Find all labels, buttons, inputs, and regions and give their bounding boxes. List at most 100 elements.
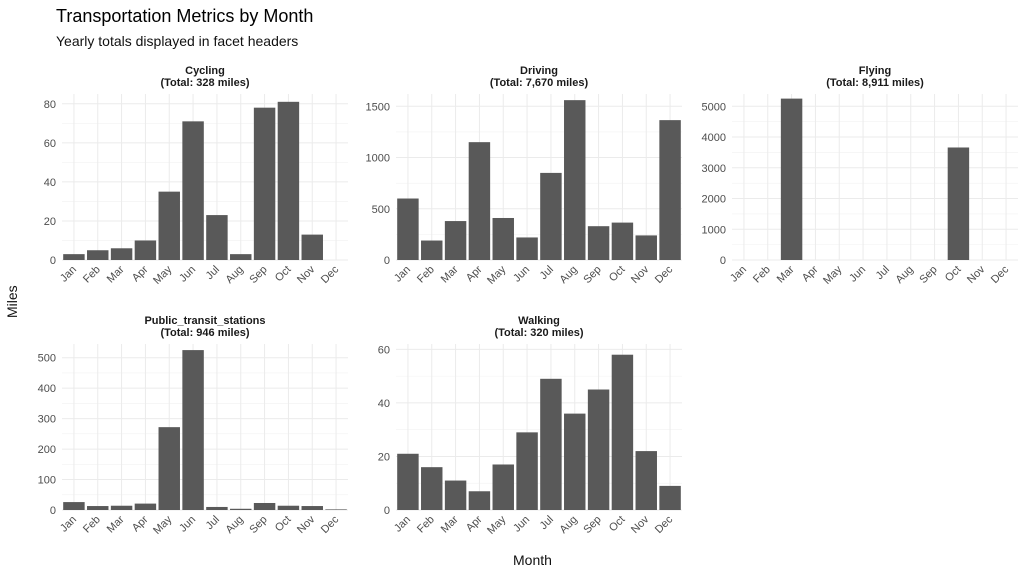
x-tick-label: Apr bbox=[130, 513, 151, 534]
x-tick-label: Mar bbox=[439, 513, 461, 535]
bar-walking-apr bbox=[468, 491, 491, 510]
x-tick-label: Aug bbox=[224, 514, 246, 536]
x-tick-label: Jun bbox=[177, 514, 198, 535]
bar-driving-mar bbox=[444, 221, 467, 260]
y-tick-label: 4000 bbox=[702, 132, 726, 144]
x-tick-label: Nov bbox=[629, 263, 652, 286]
bar-driving-sep bbox=[587, 226, 610, 260]
y-tick-label: 1000 bbox=[366, 153, 390, 165]
bar-cycling-mar bbox=[110, 248, 133, 260]
bar-walking-may bbox=[492, 464, 514, 510]
x-tick-label: Jan bbox=[728, 264, 749, 285]
y-tick-label: 1500 bbox=[366, 101, 390, 113]
bar-cycling-jul bbox=[206, 215, 228, 260]
facet-total-driving: (Total: 7,670 miles) bbox=[490, 77, 589, 89]
bar-public-transit-stations-nov bbox=[301, 506, 323, 510]
x-tick-label: May bbox=[485, 513, 509, 537]
bar-walking-feb bbox=[421, 467, 443, 510]
x-tick-label: Feb bbox=[81, 264, 103, 286]
y-tick-label: 500 bbox=[372, 204, 390, 216]
bar-cycling-nov bbox=[301, 234, 323, 260]
bar-flying-mar bbox=[780, 98, 803, 260]
bar-driving-may bbox=[492, 217, 514, 260]
y-tick-label: 5000 bbox=[702, 101, 726, 113]
chart-title: Transportation Metrics by Month bbox=[56, 6, 314, 26]
x-tick-label: Jan bbox=[58, 514, 79, 535]
x-tick-label: Aug bbox=[894, 264, 916, 286]
x-tick-label: Nov bbox=[295, 263, 318, 286]
bar-public-transit-stations-feb bbox=[87, 506, 109, 510]
bar-walking-jan bbox=[397, 453, 419, 510]
bar-driving-jul bbox=[540, 172, 562, 260]
panel-walking bbox=[396, 344, 682, 510]
chart-subtitle: Yearly totals displayed in facet headers bbox=[56, 33, 299, 49]
x-tick-label: Jun bbox=[847, 264, 868, 285]
x-tick-label: Feb bbox=[415, 264, 437, 286]
bar-driving-aug bbox=[564, 100, 586, 260]
x-tick-label: Jun bbox=[177, 264, 198, 285]
bar-cycling-oct bbox=[277, 101, 300, 260]
y-tick-label: 60 bbox=[378, 344, 390, 356]
panel-public-transit-stations bbox=[62, 344, 348, 510]
y-tick-label: 400 bbox=[38, 383, 56, 395]
y-tick-label: 80 bbox=[44, 99, 56, 111]
x-tick-label: Apr bbox=[464, 263, 485, 284]
bar-driving-jan bbox=[397, 198, 419, 260]
bar-cycling-apr bbox=[134, 240, 157, 260]
x-tick-label: Aug bbox=[558, 514, 580, 536]
y-tick-label: 0 bbox=[720, 255, 726, 267]
y-tick-label: 0 bbox=[384, 505, 390, 517]
x-tick-label: Jun bbox=[511, 264, 532, 285]
x-tick-label: May bbox=[151, 513, 175, 537]
bar-walking-sep bbox=[587, 389, 610, 510]
x-tick-label: Jun bbox=[511, 514, 532, 535]
y-tick-label: 0 bbox=[384, 255, 390, 267]
x-tick-label: Jan bbox=[58, 264, 79, 285]
y-tick-label: 2000 bbox=[702, 194, 726, 206]
y-tick-label: 500 bbox=[38, 353, 56, 365]
x-tick-label: Oct bbox=[607, 264, 628, 285]
x-tick-label: Jul bbox=[538, 514, 556, 532]
facet-title-cycling: Cycling bbox=[185, 65, 225, 77]
x-tick-label: Oct bbox=[943, 264, 964, 285]
y-tick-label: 1000 bbox=[702, 224, 726, 236]
bar-walking-jun bbox=[516, 432, 538, 510]
bar-public-transit-stations-jun bbox=[182, 350, 204, 510]
x-tick-label: Oct bbox=[607, 514, 628, 535]
bar-public-transit-stations-apr bbox=[134, 503, 157, 510]
bar-cycling-sep bbox=[253, 107, 276, 260]
bar-public-transit-stations-jul bbox=[206, 506, 228, 510]
x-tick-label: Dec bbox=[653, 263, 676, 286]
x-tick-label: Oct bbox=[273, 514, 294, 535]
x-tick-label: Sep bbox=[247, 264, 269, 286]
bar-flying-oct bbox=[947, 147, 970, 260]
x-axis-label: Month bbox=[513, 552, 552, 568]
bar-public-transit-stations-oct bbox=[277, 505, 300, 510]
x-tick-label: Jan bbox=[392, 264, 413, 285]
bar-driving-dec bbox=[659, 120, 681, 260]
x-tick-label: Jul bbox=[538, 264, 556, 282]
x-tick-label: Feb bbox=[81, 514, 103, 536]
y-tick-label: 0 bbox=[50, 255, 56, 267]
x-tick-label: Mar bbox=[105, 513, 127, 535]
bar-walking-mar bbox=[444, 480, 467, 510]
x-tick-label: Sep bbox=[581, 514, 603, 536]
x-tick-label: Sep bbox=[581, 264, 603, 286]
facet-title-driving: Driving bbox=[520, 65, 558, 77]
facet-total-walking: (Total: 320 miles) bbox=[494, 327, 583, 339]
x-tick-label: Sep bbox=[917, 264, 939, 286]
x-tick-label: Dec bbox=[653, 513, 676, 536]
x-tick-label: Apr bbox=[130, 263, 151, 284]
x-tick-label: Dec bbox=[319, 513, 342, 536]
y-tick-label: 20 bbox=[378, 451, 390, 463]
facet-title-flying: Flying bbox=[859, 65, 891, 77]
bar-public-transit-stations-dec bbox=[325, 509, 347, 510]
x-tick-label: Jan bbox=[392, 514, 413, 535]
x-tick-label: May bbox=[821, 263, 845, 287]
y-tick-label: 200 bbox=[38, 444, 56, 456]
x-tick-label: Mar bbox=[105, 263, 127, 285]
panel-flying bbox=[732, 94, 1018, 260]
y-tick-label: 40 bbox=[378, 398, 390, 410]
x-tick-label: Jul bbox=[874, 264, 892, 282]
